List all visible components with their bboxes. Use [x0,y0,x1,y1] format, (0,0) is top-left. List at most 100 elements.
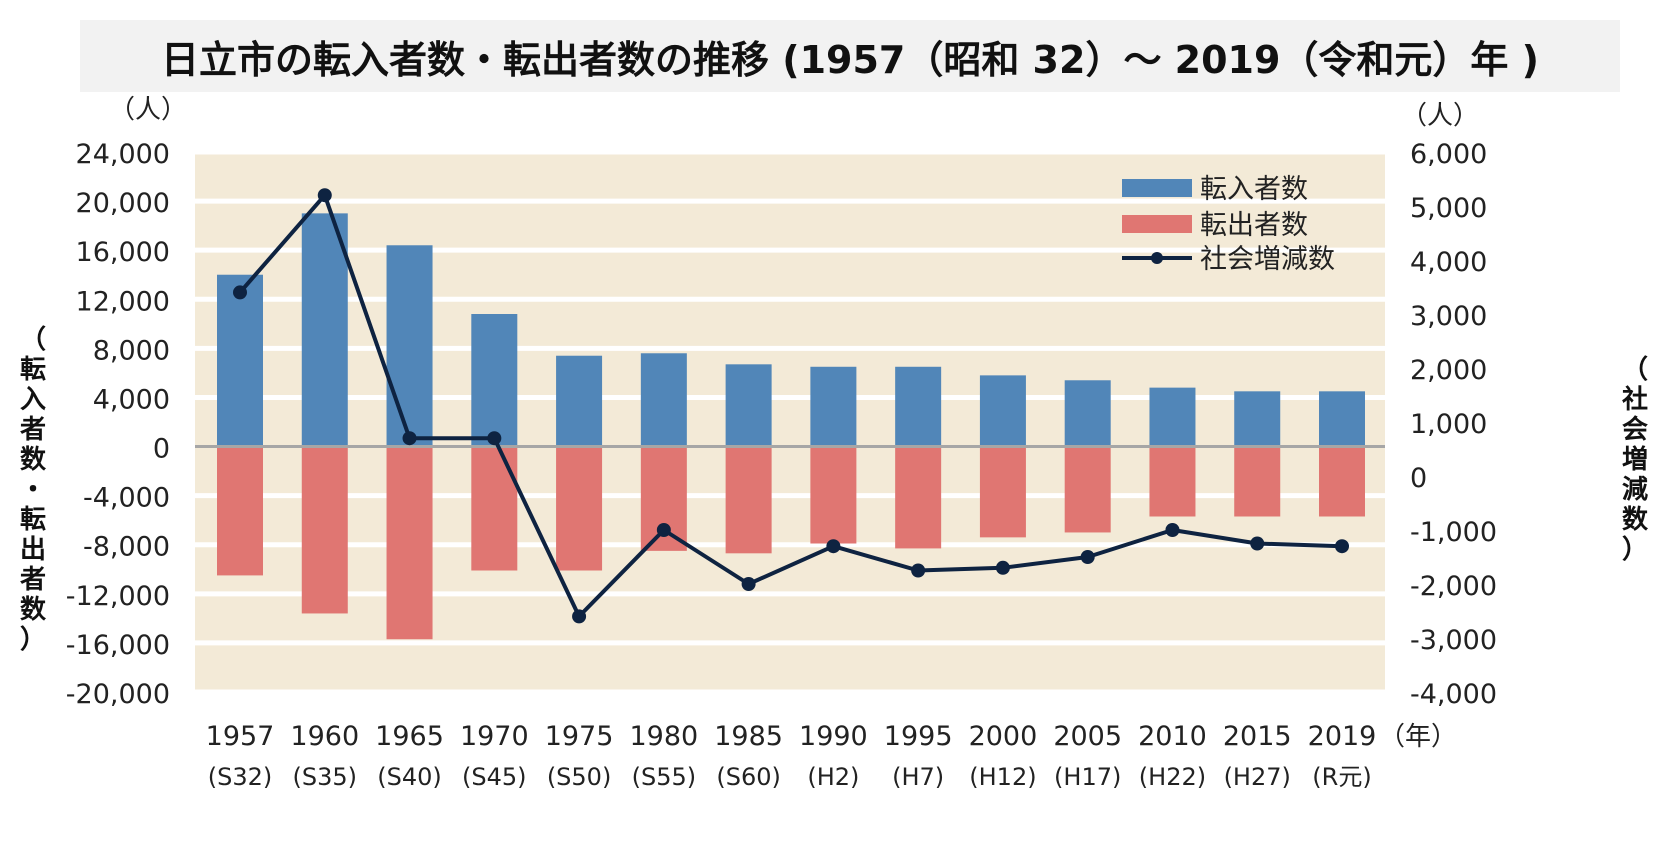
x-tick-label: 1970 [460,721,529,752]
net-change-point [1165,523,1180,537]
x-axis-unit: （年） [1379,722,1457,752]
bar-out [810,446,857,544]
left-tick-label: -8,000 [83,532,170,563]
x-tick-label: 2000 [969,721,1038,752]
x-tick-label: 2005 [1053,721,1122,752]
bar-out [1234,446,1281,517]
net-change-point [911,563,926,578]
x-tick-sublabel: (R元) [1312,763,1371,791]
left-tick-label: 24,000 [76,139,170,170]
x-tick-sublabel: (H27) [1224,763,1291,791]
x-tick-sublabel: (S60) [716,763,781,791]
right-tick-label: 4,000 [1410,247,1487,278]
net-change-point [1335,539,1349,554]
left-tick-label: -20,000 [66,679,170,710]
x-tick-sublabel: (S40) [377,763,442,791]
bar-in [556,355,603,447]
x-tick-sublabel: (H12) [969,763,1036,791]
right-tick-label: -3,000 [1410,625,1497,656]
net-change-point [1080,550,1095,564]
bar-in [725,364,772,447]
bar-out [1149,446,1196,517]
x-tick-label: 2019 [1308,721,1377,752]
left-axis-title: （ 転 入 者 数 ・ 転 出 者 数 ） [19,325,46,655]
right-tick-label: -2,000 [1410,571,1497,602]
bar-out [556,446,603,571]
left-tick-label: -4,000 [83,483,170,514]
left-tick-label: -12,000 [66,581,170,612]
left-tick-label: 16,000 [76,237,170,268]
bar-in [640,353,687,447]
net-change-point [402,431,417,446]
net-change-point [656,523,671,537]
x-tick-label: 1980 [629,721,698,752]
bar-in [217,274,263,447]
legend-label: 社会増減数 [1200,244,1335,275]
legend-label: 転出者数 [1200,210,1308,241]
x-tick-sublabel: (S32) [208,763,273,791]
bar-out [895,446,942,549]
net-change-point [317,188,332,203]
x-tick-sublabel: (S55) [632,763,697,791]
right-tick-label: -4,000 [1410,679,1497,710]
bar-in [471,314,518,447]
left-tick-label: 8,000 [93,335,170,366]
bar-in [810,366,857,447]
bar-in [301,213,348,447]
x-tick-sublabel: (H22) [1139,763,1206,791]
legend-swatch-out [1122,215,1192,233]
legend-swatch-in [1122,179,1192,197]
x-tick-label: 1957 [206,721,275,752]
net-change-point [741,577,756,591]
bar-out [217,446,263,576]
net-change-point [826,539,841,554]
bar-in [1234,391,1281,447]
x-tick-sublabel: (H7) [892,763,944,791]
bar-out [1064,446,1111,533]
bar-in [1064,380,1111,447]
right-tick-label: 1,000 [1410,409,1487,440]
chart-title-box: 日立市の転入者数・転出者数の推移 (1957（昭和 32）～ 2019（令和元）… [80,20,1620,92]
bar-in [1319,391,1365,447]
legend-label: 転入者数 [1200,174,1308,205]
right-tick-label: 5,000 [1410,193,1487,224]
right-tick-label: -1,000 [1410,517,1497,548]
x-tick-sublabel: (S35) [293,763,358,791]
left-tick-label: 12,000 [76,286,170,317]
right-tick-label: 6,000 [1410,139,1487,170]
bar-out [471,446,518,571]
net-change-point [572,609,587,624]
right-tick-label: 0 [1410,463,1427,494]
x-tick-sublabel: (H17) [1054,763,1121,791]
x-tick-label: 1990 [799,721,868,752]
bar-in [979,375,1026,447]
left-tick-label: 20,000 [76,188,170,219]
legend-swatch-marker [1151,252,1163,264]
bar-out [1319,446,1365,517]
net-change-point [995,560,1010,575]
left-tick-label: 0 [153,434,170,465]
bar-out [725,446,772,554]
bar-in [1149,387,1196,447]
x-tick-label: 1995 [884,721,953,752]
x-tick-label: 2015 [1223,721,1292,752]
net-change-line [238,193,1343,619]
right-tick-label: 3,000 [1410,301,1487,332]
bar-out [386,446,433,640]
net-change-point [233,285,247,300]
x-tick-sublabel: (S50) [547,763,612,791]
bar-out [979,446,1026,538]
bar-in [895,366,942,447]
x-tick-label: 1985 [714,721,783,752]
x-tick-sublabel: (H2) [807,763,859,791]
x-tick-label: 1975 [545,721,614,752]
chart-title: 日立市の転入者数・転出者数の推移 (1957（昭和 32）～ 2019（令和元）… [160,37,1540,82]
net-change-point [487,431,502,446]
bar-out [301,446,348,614]
right-tick-label: 2,000 [1410,355,1487,386]
x-tick-sublabel: (S45) [462,763,527,791]
bar-in [386,245,433,447]
x-tick-label: 1960 [290,721,359,752]
net-change-point [1250,536,1265,551]
